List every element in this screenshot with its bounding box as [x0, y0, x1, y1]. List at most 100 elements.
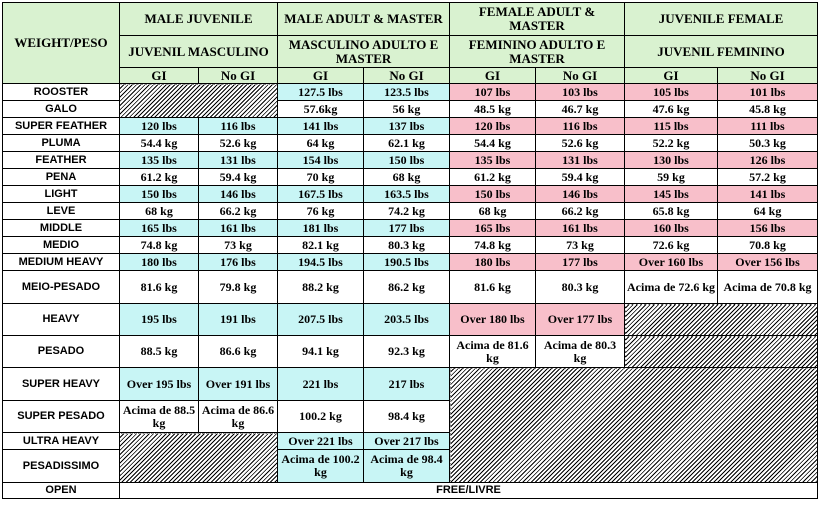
weight-class-table: WEIGHT/PESO MALE JUVENILE MALE ADULT & M… — [2, 2, 819, 499]
weight-value: 130 lbs — [624, 151, 719, 169]
table-row-medium-heavy: MEDIUM HEAVY 180 lbs 176 lbs 194.5 lbs 1… — [2, 253, 819, 271]
ma-nogi-header: No GI — [363, 67, 450, 84]
weight-value: Over 217 lbs — [363, 432, 450, 450]
table-row-pena: PENA 61.2 kg 59.4 kg 70 kg 68 kg 61.2 kg… — [2, 168, 819, 186]
weight-value: 76 kg — [277, 202, 364, 220]
table-row-ultra-heavy: ULTRA HEAVY Over 221 lbs Over 217 lbs — [2, 432, 818, 483]
male-juvenile-header: MALE JUVENILE — [119, 2, 278, 36]
weight-value: 73 kg — [198, 236, 278, 254]
weight-value: 62.1 kg — [363, 134, 450, 152]
weight-value: Over 160 lbs — [624, 253, 719, 271]
weight-value: Acima de 72.6 kg — [624, 270, 719, 304]
weight-value: 72.6 kg — [624, 236, 719, 254]
weight-value: 64 kg — [717, 202, 819, 220]
weight-value: Acima de 100.2 kg — [277, 449, 364, 483]
weight-value: Acima de 70.8 kg — [717, 270, 819, 304]
weight-value: 100.2 kg — [277, 400, 364, 433]
weight-value: Acima de 88.5 kg — [119, 400, 199, 433]
fa-gi-header: GI — [449, 67, 536, 84]
weight-value: 59 kg — [624, 168, 719, 186]
weight-value: Over 177 lbs — [534, 303, 626, 336]
weight-value: Over 191 lbs — [198, 367, 278, 401]
weight-value: 52.6 kg — [534, 134, 626, 152]
weight-class-name: HEAVY — [2, 303, 120, 336]
weight-value: 57.6kg — [277, 100, 364, 118]
weight-value: 165 lbs — [449, 219, 536, 237]
hatched-empty-cell — [119, 432, 278, 483]
weight-value: 48.5 kg — [449, 100, 536, 118]
weight-class-name: MEDIUM HEAVY — [2, 253, 120, 271]
weight-value: 107 lbs — [449, 83, 536, 101]
weight-value: 94.1 kg — [277, 335, 364, 368]
weight-value: Over 195 lbs — [119, 367, 199, 401]
weight-class-name: PENA — [2, 168, 120, 186]
weight-value: 154 lbs — [277, 151, 364, 169]
weight-class-name: SUPER HEAVY — [2, 367, 120, 401]
weight-class-name: FEATHER — [2, 151, 120, 169]
weight-value: 150 lbs — [449, 185, 536, 203]
table-row-pluma: PLUMA 54.4 kg 52.6 kg 64 kg 62.1 kg 54.4… — [2, 134, 819, 152]
weight-value: 98.4 kg — [363, 400, 450, 433]
weight-value: 81.6 kg — [449, 270, 536, 304]
weight-value: 59.4 kg — [198, 168, 278, 186]
ma-gi-header: GI — [277, 67, 364, 84]
weight-class-name: SUPER PESADO — [2, 400, 120, 433]
weight-value: 146 lbs — [198, 185, 278, 203]
weight-value: 68 kg — [449, 202, 536, 220]
weight-value: 50.3 kg — [717, 134, 819, 152]
weight-class-name: MIDDLE — [2, 219, 120, 237]
weight-value: 74.8 kg — [119, 236, 199, 254]
weight-value: 70 kg — [277, 168, 364, 186]
open-value: FREE/LIVRE — [118, 482, 819, 499]
weight-class-name: LEVE — [2, 202, 120, 220]
weight-value: 86.6 kg — [198, 335, 278, 368]
weight-value: 46.7 kg — [534, 100, 626, 118]
weight-value: 66.2 kg — [534, 202, 626, 220]
table-row-heavy: HEAVY 195 lbs 191 lbs 207.5 lbs 203.5 lb… — [2, 303, 819, 336]
weight-value: 52.2 kg — [624, 134, 719, 152]
table-row-super-feather: SUPER FEATHER 120 lbs 116 lbs 141 lbs 13… — [2, 117, 819, 135]
weight-value: 111 lbs — [717, 117, 819, 135]
weight-value: 88.2 kg — [277, 270, 364, 304]
hatched-empty-cell — [448, 367, 819, 483]
weight-value: 57.2 kg — [717, 168, 819, 186]
weight-value: 176 lbs — [198, 253, 278, 271]
weight-value: 103 lbs — [534, 83, 626, 101]
hatched-empty-cell — [119, 83, 278, 118]
weight-value: 195 lbs — [119, 303, 199, 336]
weight-value: 92.3 kg — [363, 335, 450, 368]
hatched-empty-cell — [624, 335, 819, 368]
weight-value: 120 lbs — [119, 117, 199, 135]
weight-value: 221 lbs — [277, 367, 364, 401]
weight-value: 61.2 kg — [119, 168, 199, 186]
weight-value: 137 lbs — [363, 117, 450, 135]
weight-value: Acima de 86.6 kg — [198, 400, 278, 433]
table-row-super-heavy: SUPER HEAVY Over 195 lbs Over 191 lbs 22… — [2, 367, 819, 483]
weight-class-name: PESADISSIMO — [2, 449, 120, 483]
weight-value: 115 lbs — [624, 117, 719, 135]
weight-value: 167.5 lbs — [277, 185, 364, 203]
weight-value: 150 lbs — [119, 185, 199, 203]
weight-value: 47.6 kg — [624, 100, 719, 118]
weight-value: 54.4 kg — [119, 134, 199, 152]
weight-value: 207.5 lbs — [277, 303, 364, 336]
table-row-meio-pesado: MEIO-PESADO 81.6 kg 79.8 kg 88.2 kg 86.2… — [2, 270, 819, 304]
weight-value: 116 lbs — [534, 117, 626, 135]
juvenile-female-header-pt: JUVENIL FEMININO — [624, 35, 819, 68]
weight-class-name: PESADO — [2, 335, 120, 368]
weight-value: 80.3 kg — [534, 270, 626, 304]
table-row-light: LIGHT 150 lbs 146 lbs 167.5 lbs 163.5 lb… — [2, 185, 819, 203]
mj-gi-header: GI — [119, 67, 199, 84]
weight-class-name: OPEN — [2, 482, 120, 499]
weight-value: 181 lbs — [277, 219, 364, 237]
hatched-empty-cell — [624, 303, 819, 336]
mj-nogi-header: No GI — [198, 67, 278, 84]
fa-nogi-header: No GI — [534, 67, 626, 84]
table-row-feather: FEATHER 135 lbs 131 lbs 154 lbs 150 lbs … — [2, 151, 819, 169]
weight-value: 146 lbs — [534, 185, 626, 203]
weight-value: 64 kg — [277, 134, 364, 152]
female-adult-header: FEMALE ADULT & MASTER — [448, 2, 626, 36]
weight-value: 177 lbs — [534, 253, 626, 271]
weight-class-name: GALO — [2, 100, 120, 118]
male-adult-header-pt: MASCULINO ADULTO E MASTER — [277, 35, 450, 68]
